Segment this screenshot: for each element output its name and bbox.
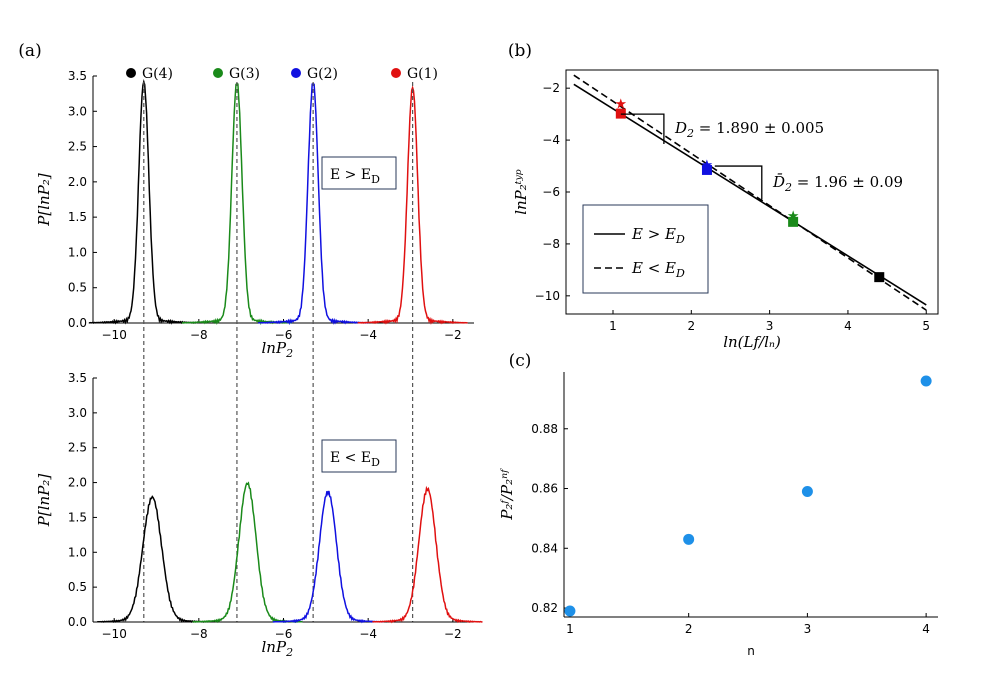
curve-G(3) <box>192 481 303 624</box>
legend-label: G(4) <box>142 66 173 82</box>
y-tick-label: 2.5 <box>68 441 87 455</box>
panel-label-b: (b) <box>508 41 532 61</box>
x-axis-label: lnP2 <box>262 339 294 360</box>
curve-G(1) <box>357 85 468 325</box>
y-tick-label: 3.0 <box>68 104 87 118</box>
x-tick-label: −6 <box>275 627 293 641</box>
y-tick-label: 1.0 <box>68 245 87 259</box>
x-tick-label: 2 <box>685 622 693 636</box>
curve-G(4) <box>88 79 199 325</box>
panel-label-c: (c) <box>509 351 532 371</box>
x-tick-label: −10 <box>102 328 127 342</box>
square-point <box>788 216 799 227</box>
x-tick-label: 4 <box>922 622 930 636</box>
legend-label-below: E < ED <box>631 259 685 280</box>
panel-a-top: −10 −8 −6 −4 −2 0.0 0.5 1.0 1.5 2.0 2.5 3.0 3.5 lnP2 P… <box>18 41 474 622</box>
y-tick-label: 0.0 <box>68 615 87 629</box>
y-tick-label: −6 <box>542 185 560 199</box>
y-tick-label: 0.5 <box>68 580 87 594</box>
x-axis-label: lnP2 <box>262 638 294 659</box>
y-tick-label: 0.0 <box>68 316 87 330</box>
y-axis-label: P₂ᶠ/P₂ⁿᶠ <box>498 468 516 521</box>
legend-marker <box>391 68 401 78</box>
curve-G(1) <box>372 485 483 624</box>
y-tick-label: 2.0 <box>68 476 87 490</box>
data-point <box>920 375 932 387</box>
condition-box <box>321 439 397 473</box>
legend-box <box>582 204 709 294</box>
annotation-d2-bar: D̄2 = 1.96 ± 0.09 <box>772 173 903 194</box>
legend-marker <box>291 68 301 78</box>
condition-box <box>321 156 397 190</box>
y-tick-label: 0.88 <box>531 422 558 436</box>
y-axis-label: P[lnP₂] <box>35 474 53 528</box>
condition-label: E < ED <box>330 450 380 469</box>
y-axis-label: lnP₂ᵗʸᵖ <box>512 169 530 215</box>
y-tick-label: 2.0 <box>68 175 87 189</box>
x-axis-label: ln(Lf/lₙ) <box>723 333 781 351</box>
data-point <box>801 486 813 498</box>
y-tick-label: 0.84 <box>531 541 558 555</box>
y-tick-label: 1.5 <box>68 510 87 524</box>
x-tick-label: −4 <box>359 627 377 641</box>
slope-triangle <box>620 113 665 144</box>
panel-label-a: (a) <box>18 41 41 61</box>
square-point <box>701 164 712 175</box>
curve-G(4) <box>97 495 208 624</box>
x-tick-label: 1 <box>609 319 617 333</box>
legend-marker <box>213 68 223 78</box>
x-tick-label: −4 <box>359 328 377 342</box>
data-point <box>564 605 576 617</box>
y-tick-label: −10 <box>535 289 560 303</box>
panel-a-bottom: −10 −8 −6 −4 −2 0.0 0.5 1.0 1.5 2.0 2.5 3.0 3.5 lnP2 P… <box>35 371 483 659</box>
y-tick-label: −2 <box>542 81 560 95</box>
slope-triangle <box>714 165 763 200</box>
y-tick-label: 2.5 <box>68 140 87 154</box>
x-tick-label: 2 <box>687 319 695 333</box>
condition-label: E > ED <box>330 167 380 186</box>
y-tick-label: 0.5 <box>68 281 87 295</box>
annotation-d2: D2 = 1.890 ± 0.005 <box>674 119 824 140</box>
data-point <box>683 533 695 545</box>
legend-label: G(1) <box>407 66 438 82</box>
legend-label: G(2) <box>307 66 338 82</box>
x-tick-label: 4 <box>844 319 852 333</box>
y-tick-label: 1.5 <box>68 210 87 224</box>
x-axis-label: n <box>747 644 755 658</box>
panel-c: 1 2 3 4 0.82 0.84 0.86 0.88 n P₂ᶠ/P₂ⁿᶠ (c) <box>498 351 938 658</box>
legend-label-above: E > ED <box>631 225 685 246</box>
curve-G(2) <box>272 490 384 624</box>
legend-label: G(3) <box>229 66 260 82</box>
x-tick-label: 3 <box>766 319 774 333</box>
y-tick-label: 3.5 <box>68 371 87 385</box>
y-tick-label: 3.5 <box>68 69 87 83</box>
legend-marker <box>126 68 136 78</box>
x-tick-label: 5 <box>922 319 930 333</box>
x-tick-label: −6 <box>275 328 293 342</box>
y-axis-label: P[lnP₂] <box>35 173 53 227</box>
y-tick-label: 1.0 <box>68 545 87 559</box>
y-tick-label: −4 <box>542 133 560 147</box>
x-tick-label: −8 <box>190 328 208 342</box>
y-tick-label: 0.82 <box>531 601 558 615</box>
fit-line-above <box>573 83 927 306</box>
x-tick-label: −8 <box>190 627 208 641</box>
x-tick-label: −2 <box>444 627 462 641</box>
y-tick-label: 0.86 <box>531 482 558 496</box>
square-point <box>874 272 885 283</box>
y-tick-label: −8 <box>542 237 560 251</box>
x-tick-label: 3 <box>804 622 812 636</box>
x-tick-label: −2 <box>444 328 462 342</box>
x-tick-label: 1 <box>566 622 574 636</box>
y-tick-label: 3.0 <box>68 406 87 420</box>
x-tick-label: −10 <box>102 627 127 641</box>
